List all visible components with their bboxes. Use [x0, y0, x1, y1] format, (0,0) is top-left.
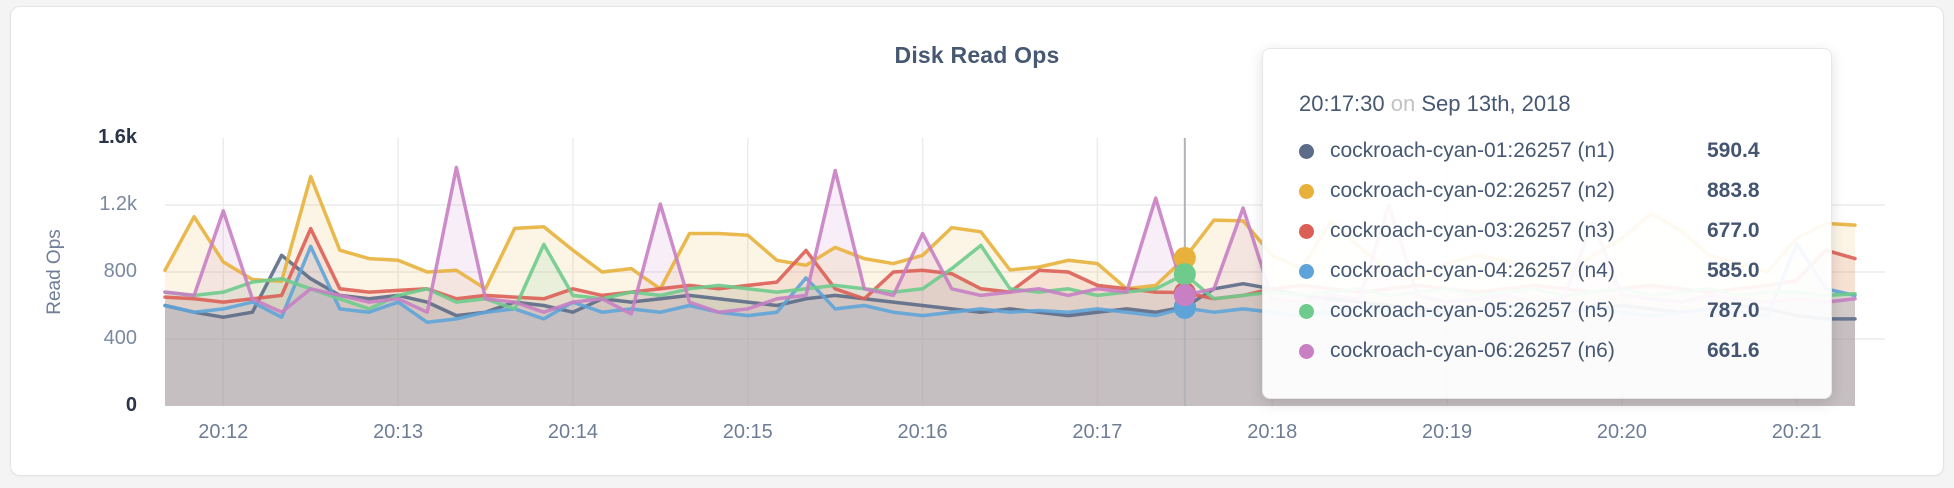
series-value: 787.0: [1707, 299, 1760, 322]
crosshair-dot-n2: [1173, 246, 1196, 269]
tooltip-rows: cockroach-cyan-01:26257 (n1) 590.4 cockroa…: [1299, 131, 1795, 371]
series-label: cockroach-cyan-04:26257 (n4): [1330, 259, 1615, 282]
series-color-dot-n5: [1299, 303, 1314, 319]
series-value: 585.0: [1707, 259, 1760, 282]
tooltip-date: Sep 13th, 2018: [1421, 91, 1571, 116]
series-value: 677.0: [1707, 219, 1760, 242]
series-color-dot-n4: [1299, 263, 1314, 279]
crosshair-dot-n5: [1173, 263, 1196, 286]
series-color-dot-n3: [1299, 223, 1314, 239]
tooltip-time: 20:17:30: [1299, 91, 1385, 116]
series-value: 883.8: [1707, 179, 1760, 202]
chart-tooltip: 20:17:30 on Sep 13th, 2018 cockroach-cya…: [1262, 48, 1832, 399]
tooltip-series-row-n1: cockroach-cyan-01:26257 (n1) 590.4: [1299, 131, 1795, 171]
tooltip-header: 20:17:30 on Sep 13th, 2018: [1299, 91, 1795, 117]
crosshair-dot-n6: [1173, 284, 1196, 307]
series-color-dot-n6: [1299, 343, 1314, 359]
chart-title: Disk Read Ops: [894, 42, 1060, 68]
tooltip-series-row-n4: cockroach-cyan-04:26257 (n4) 585.0: [1299, 251, 1795, 291]
tooltip-series-row-n3: cockroach-cyan-03:26257 (n3) 677.0: [1299, 211, 1795, 251]
series-label: cockroach-cyan-02:26257 (n2): [1330, 179, 1615, 202]
tooltip-series-row-n2: cockroach-cyan-02:26257 (n2) 883.8: [1299, 171, 1795, 211]
series-label: cockroach-cyan-06:26257 (n6): [1330, 339, 1615, 362]
series-value: 661.6: [1707, 339, 1760, 362]
series-color-dot-n2: [1299, 183, 1314, 199]
series-label: cockroach-cyan-01:26257 (n1): [1330, 139, 1615, 162]
tooltip-connector: on: [1390, 91, 1416, 116]
series-color-dot-n1: [1299, 143, 1314, 159]
series-label: cockroach-cyan-03:26257 (n3): [1330, 219, 1615, 242]
series-label: cockroach-cyan-05:26257 (n5): [1330, 299, 1615, 322]
tooltip-series-row-n5: cockroach-cyan-05:26257 (n5) 787.0: [1299, 291, 1795, 331]
tooltip-series-row-n6: cockroach-cyan-06:26257 (n6) 661.6: [1299, 331, 1795, 371]
series-value: 590.4: [1707, 139, 1760, 162]
